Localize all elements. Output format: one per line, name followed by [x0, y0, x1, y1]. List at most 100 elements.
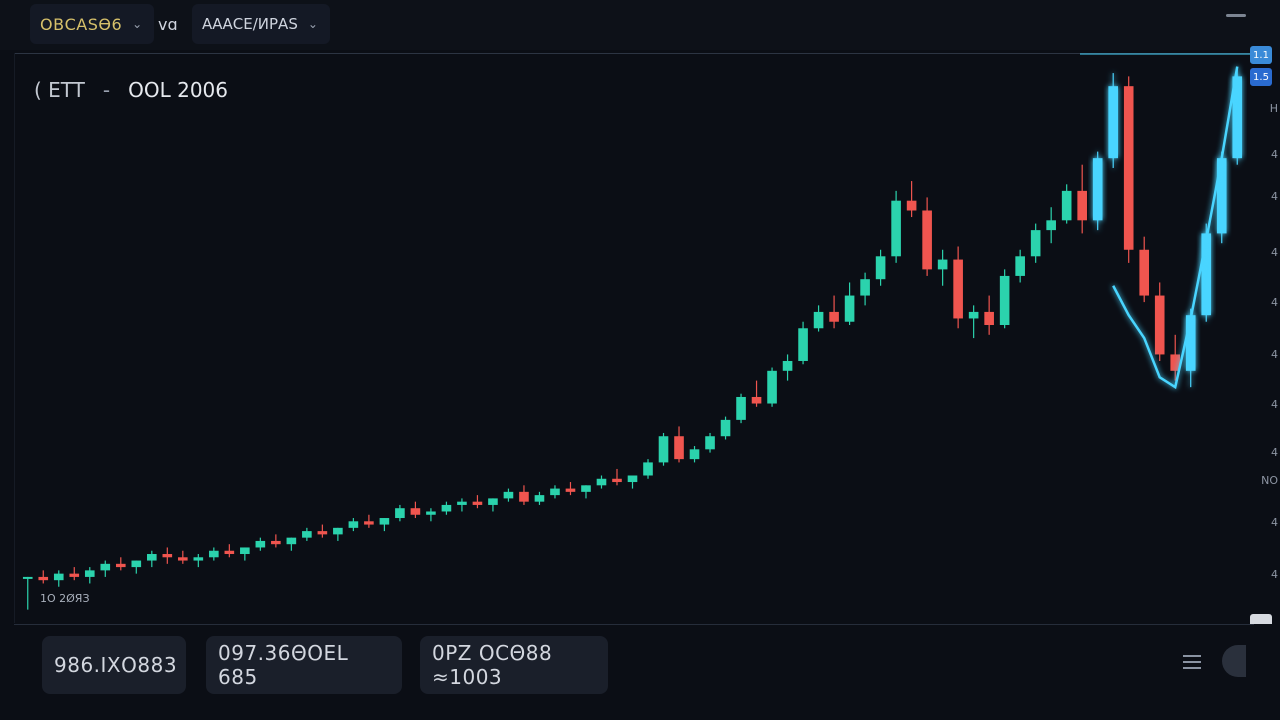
- candle[interactable]: [875, 249, 886, 286]
- candle[interactable]: [767, 367, 777, 407]
- candle[interactable]: [162, 547, 173, 564]
- candle[interactable]: [53, 570, 64, 587]
- candle[interactable]: [379, 518, 390, 532]
- candle[interactable]: [1123, 76, 1134, 263]
- candle[interactable]: [1170, 334, 1181, 381]
- current-price-tag: 1.1: [1250, 46, 1272, 64]
- candle-body: [271, 540, 281, 545]
- candle[interactable]: [22, 576, 33, 610]
- candle[interactable]: [860, 272, 870, 306]
- candle[interactable]: [472, 495, 483, 509]
- candle[interactable]: [271, 534, 281, 548]
- candle[interactable]: [364, 514, 374, 528]
- candle[interactable]: [596, 475, 607, 489]
- candle[interactable]: [84, 567, 95, 584]
- symbol-selector[interactable]: ОВСASѲ6 ⌄: [30, 4, 154, 44]
- indicator-selector[interactable]: АААСЕ/ИРАS ⌄: [192, 4, 330, 44]
- candle[interactable]: [565, 482, 576, 496]
- candle[interactable]: [131, 560, 142, 574]
- candle[interactable]: [503, 488, 514, 502]
- candle[interactable]: [689, 446, 700, 463]
- candle[interactable]: [146, 550, 157, 568]
- candle-body: [457, 501, 467, 505]
- candle[interactable]: [441, 501, 452, 515]
- candle[interactable]: [968, 305, 979, 339]
- candle[interactable]: [1216, 151, 1227, 244]
- candle[interactable]: [1232, 69, 1243, 165]
- candle[interactable]: [705, 432, 715, 453]
- candle[interactable]: [953, 246, 963, 329]
- menu-icon[interactable]: [1183, 655, 1201, 669]
- candle[interactable]: [1154, 282, 1165, 361]
- axis-tick: 4: [1271, 148, 1278, 161]
- candle[interactable]: [410, 501, 421, 519]
- candle[interactable]: [1046, 207, 1056, 244]
- interval-selector[interactable]: vɑ: [154, 4, 186, 44]
- candle[interactable]: [240, 547, 250, 561]
- stat-box-1[interactable]: 986.ΙΧΟ883: [42, 636, 186, 694]
- candle-body: [844, 295, 855, 322]
- candle[interactable]: [317, 524, 328, 538]
- candle[interactable]: [1015, 249, 1025, 283]
- candle[interactable]: [115, 557, 126, 571]
- candle[interactable]: [627, 475, 638, 489]
- candle[interactable]: [751, 380, 762, 407]
- candle[interactable]: [922, 197, 932, 276]
- candle[interactable]: [643, 459, 653, 479]
- candle[interactable]: [488, 498, 498, 512]
- candle[interactable]: [348, 518, 359, 532]
- candle[interactable]: [1108, 73, 1119, 168]
- candle[interactable]: [255, 537, 266, 551]
- candle[interactable]: [658, 432, 669, 466]
- candle[interactable]: [457, 498, 467, 512]
- candle[interactable]: [829, 295, 839, 329]
- candle-body: [209, 550, 219, 558]
- candle[interactable]: [193, 554, 204, 568]
- candle[interactable]: [333, 527, 343, 541]
- price-axis[interactable]: H 4 4 4 4 4 4 4 NO 4 4: [1250, 60, 1280, 660]
- axis-tick: 4: [1271, 246, 1278, 259]
- candle[interactable]: [581, 485, 591, 499]
- candle[interactable]: [100, 560, 111, 577]
- candle[interactable]: [302, 527, 312, 541]
- candle-body: [131, 560, 142, 568]
- candle[interactable]: [1061, 184, 1072, 224]
- candle-body: [1046, 220, 1056, 231]
- settings-button[interactable]: [1222, 645, 1246, 677]
- candle[interactable]: [674, 426, 684, 463]
- candle[interactable]: [984, 295, 994, 335]
- candle[interactable]: [891, 190, 901, 263]
- candle[interactable]: [813, 305, 824, 332]
- candle[interactable]: [519, 485, 529, 505]
- candle[interactable]: [426, 508, 436, 522]
- candle[interactable]: [736, 393, 746, 424]
- candle[interactable]: [844, 282, 855, 325]
- minimize-icon[interactable]: [1226, 14, 1246, 17]
- candle[interactable]: [612, 468, 622, 486]
- stat-box-3[interactable]: 0ΡΖ ΟCΘ88 ≈1003: [420, 636, 608, 694]
- candle[interactable]: [178, 550, 188, 564]
- candle-body: [178, 557, 188, 561]
- candle[interactable]: [1092, 151, 1103, 231]
- candle[interactable]: [798, 321, 808, 365]
- candle[interactable]: [1139, 236, 1150, 303]
- chart-legend: ( ETT - OOL 2006: [34, 78, 228, 102]
- candle[interactable]: [937, 249, 948, 286]
- candle[interactable]: [550, 485, 560, 499]
- candle[interactable]: [395, 504, 405, 522]
- candle[interactable]: [534, 491, 545, 505]
- candle[interactable]: [720, 416, 731, 440]
- candle[interactable]: [209, 547, 219, 561]
- candle[interactable]: [69, 567, 80, 581]
- candle[interactable]: [1077, 164, 1087, 234]
- candle[interactable]: [999, 269, 1010, 329]
- candle-body: [503, 491, 514, 499]
- candle[interactable]: [782, 354, 793, 381]
- candle[interactable]: [38, 570, 49, 584]
- stat-box-2[interactable]: 097.36ΘΟEL 685: [206, 636, 402, 694]
- candle[interactable]: [1030, 223, 1041, 263]
- candle[interactable]: [286, 537, 297, 551]
- candle[interactable]: [224, 544, 235, 558]
- candle[interactable]: [906, 181, 917, 218]
